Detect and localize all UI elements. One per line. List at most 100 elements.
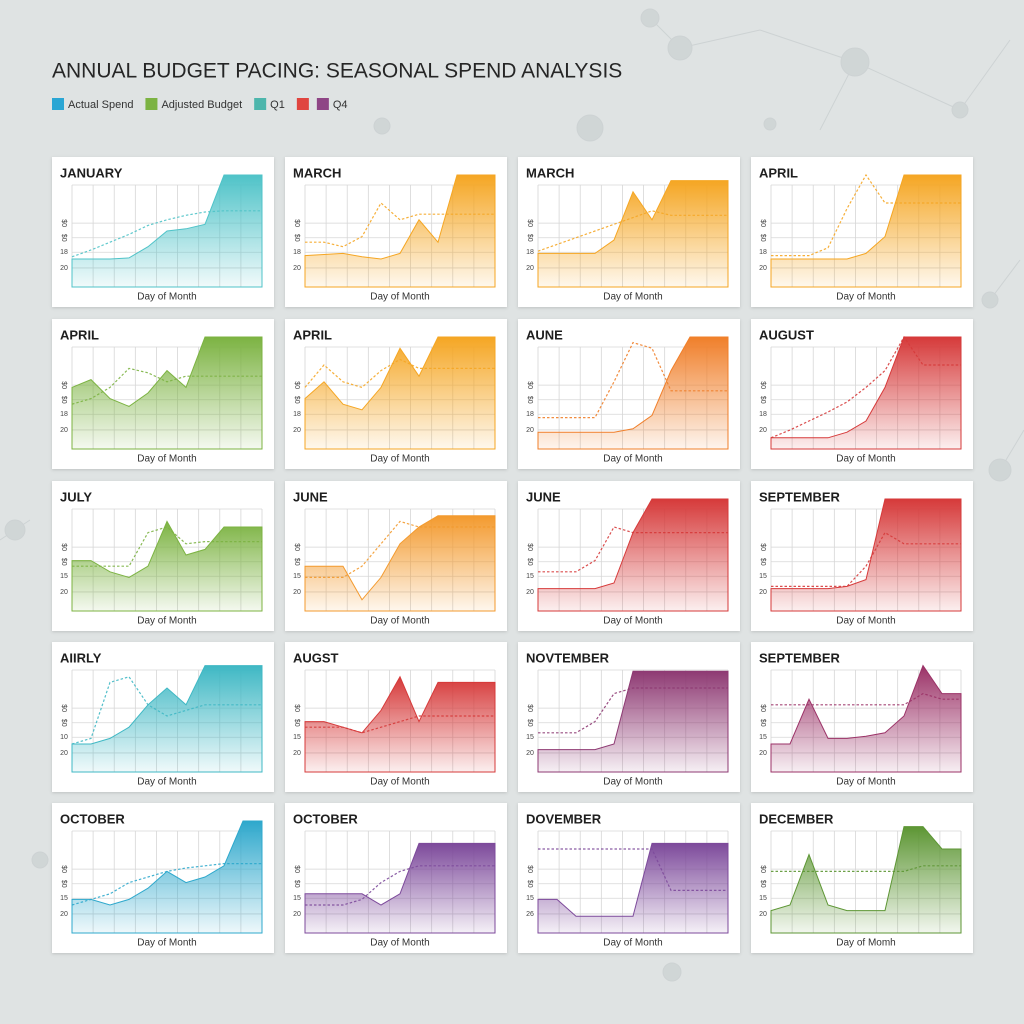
y-tick-label: $0 <box>60 558 67 566</box>
x-axis-label: Day of Momh <box>836 938 895 949</box>
spend-area <box>770 336 962 450</box>
x-axis-label: Day of Month <box>137 938 196 949</box>
y-tick-label: 20 <box>60 589 68 596</box>
budget-line <box>71 367 262 405</box>
chart-panel: $0 $0 18 20 APRIL Day of Month <box>285 319 507 469</box>
chart-title: SEPTEMBER <box>759 489 841 504</box>
spend-area <box>770 664 962 773</box>
chart-title: SEPTEMBER <box>759 650 841 665</box>
budget-line <box>305 715 495 734</box>
y-tick-label: $0 <box>60 865 67 873</box>
y-tick-label: $0 <box>759 880 766 888</box>
budget-line <box>305 202 495 248</box>
y-tick-label: $0 <box>526 880 533 888</box>
spend-area <box>537 670 729 773</box>
budget-line <box>305 865 495 906</box>
y-tick-label: 18 <box>293 249 301 256</box>
chart-title: APRIL <box>293 327 332 342</box>
y-tick-label: $0 <box>60 543 67 551</box>
budget-line <box>538 341 728 419</box>
x-axis-label: Day of Month <box>137 454 196 465</box>
legend-label: Adjusted Budget <box>161 99 242 111</box>
chart-title: DOVEMBER <box>526 811 602 826</box>
chart-title: JANUARY <box>60 165 123 180</box>
y-tick-label: 15 <box>759 734 767 741</box>
y-tick-label: $0 <box>293 543 300 551</box>
y-tick-label: 20 <box>60 265 68 272</box>
y-tick-label: $0 <box>759 558 766 566</box>
budget-line <box>71 210 262 258</box>
y-tick-label: 20 <box>60 911 68 918</box>
x-axis-label: Day of Month <box>603 777 662 788</box>
page-title: ANNUAL BUDGET PACING: SEASONAL SPEND ANA… <box>52 60 622 83</box>
budget-line <box>771 865 961 872</box>
chart-panel: $0 $0 18 20 AUGUST Day of Month <box>751 319 973 469</box>
chart-title: MARCH <box>526 165 574 180</box>
chart-title: OCTOBER <box>60 811 125 826</box>
legend-label: Q4 <box>333 99 348 111</box>
y-tick-label: 20 <box>759 265 767 272</box>
chart-title: AUNE <box>526 327 563 342</box>
y-tick-label: 20 <box>293 427 301 434</box>
x-axis-label: Day of Month <box>137 777 196 788</box>
x-axis-label: Day of Month <box>836 616 895 627</box>
y-tick-label: $0 <box>293 558 300 566</box>
chart-panel: $0 $0 18 20 APRIL Day of Month <box>751 157 973 307</box>
x-axis-label: Day of Month <box>836 292 895 303</box>
y-tick-label: $0 <box>759 219 766 227</box>
y-tick-label: 20 <box>759 427 767 434</box>
budget-line <box>770 335 961 439</box>
y-tick-label: 15 <box>526 895 534 902</box>
y-tick-label: $0 <box>293 381 300 389</box>
chart-title: MARCH <box>293 165 341 180</box>
spend-area <box>71 520 263 612</box>
y-tick-label: 15 <box>526 573 534 580</box>
y-tick-label: $0 <box>60 880 67 888</box>
x-axis-label: Day of Month <box>603 616 662 627</box>
chart-title: APRIL <box>759 165 798 180</box>
spend-area <box>537 498 729 612</box>
chart-title: AUGUST <box>759 327 814 342</box>
chart-title: DECEMBER <box>759 811 834 826</box>
chart-panel: $0 $0 15 20 JUNE Day of Month <box>518 481 740 631</box>
y-tick-label: $0 <box>293 719 300 727</box>
legend-swatch <box>316 98 329 110</box>
chart-panel: $0 $0 15 20 OCTOBER Day of Month <box>285 803 507 953</box>
y-tick-label: 18 <box>526 411 534 418</box>
y-tick-label: 18 <box>60 249 68 256</box>
y-tick-label: $0 <box>60 719 67 727</box>
y-tick-label: 20 <box>759 750 767 757</box>
chart-panel: $0 $0 15 20 NOVTEMBER Day of Month <box>518 642 740 792</box>
y-tick-label: $0 <box>60 704 67 712</box>
y-tick-label: 20 <box>526 589 534 596</box>
chart-grid: $0 $0 18 20 JANUARY Day of Month $0 $0 18 20 MARCH… <box>52 157 973 953</box>
y-tick-label: 20 <box>60 750 68 757</box>
y-tick-label: 20 <box>293 750 301 757</box>
y-tick-label: $0 <box>526 543 533 551</box>
spend-area <box>304 336 496 450</box>
budget-line <box>771 692 961 706</box>
y-tick-label: 26 <box>526 911 534 918</box>
legend-swatch <box>296 98 309 110</box>
x-axis-label: Day of Month <box>137 292 196 303</box>
x-axis-label: Day of Month <box>370 454 429 465</box>
y-tick-label: $0 <box>526 558 533 566</box>
x-axis-label: Day of Month <box>137 616 196 627</box>
y-tick-label: $0 <box>293 880 300 888</box>
y-tick-label: $0 <box>759 234 766 242</box>
chart-title: JULY <box>60 489 92 504</box>
x-axis-label: Day of Month <box>603 454 662 465</box>
y-tick-label: 20 <box>60 427 68 434</box>
y-tick-label: 15 <box>526 734 534 741</box>
y-tick-label: 20 <box>293 589 301 596</box>
y-tick-label: $0 <box>526 381 533 389</box>
chart-panel: $0 $0 15 20 JUNE Day of Month <box>285 481 507 631</box>
legend-swatch <box>52 98 64 110</box>
chart-title: APRIL <box>60 327 99 342</box>
budget-line <box>538 526 728 573</box>
legend-swatch <box>145 98 158 110</box>
y-tick-label: $0 <box>60 219 67 227</box>
spend-area <box>71 820 263 934</box>
chart-title: JUNE <box>526 489 561 504</box>
